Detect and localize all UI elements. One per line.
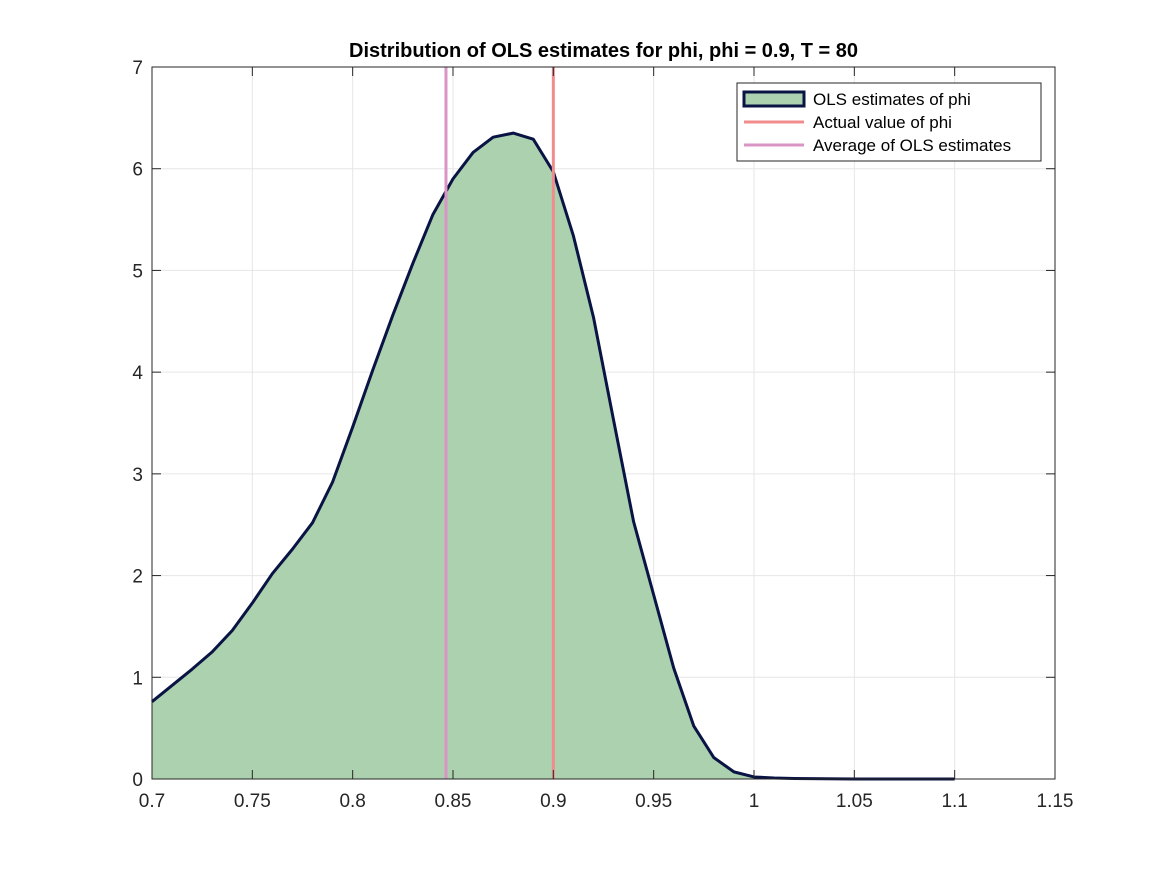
y-tick-label: 5 [132, 261, 143, 282]
x-tick-label: 0.95 [635, 791, 672, 812]
x-tick-labels: 0.7 0.75 0.8 0.85 0.9 0.95 1 1.05 1.1 1.15 [139, 791, 1074, 812]
x-tick-label: 0.7 [139, 791, 165, 812]
legend-label: Actual value of phi [813, 113, 952, 132]
x-tick-label: 1.1 [941, 791, 967, 812]
y-tick-label: 6 [132, 160, 143, 181]
vertical-lines [444, 67, 555, 779]
x-tick-label: 1.15 [1037, 791, 1074, 812]
x-tick-label: 1.05 [836, 791, 873, 812]
legend: OLS estimates of phi Actual value of phi A… [736, 82, 1042, 162]
y-tick-label: 2 [132, 567, 143, 588]
ticks [151, 66, 1056, 780]
legend-label: Average of OLS estimates [813, 136, 1011, 155]
x-tick-label: 0.9 [540, 791, 566, 812]
y-tick-label: 0 [132, 770, 143, 791]
y-tick-label: 1 [132, 668, 143, 689]
x-tick-label: 1 [749, 791, 760, 812]
axes-box [151, 66, 1056, 780]
y-tick-label: 3 [132, 465, 143, 486]
y-tick-labels: 0 1 2 3 4 5 6 7 [132, 58, 143, 791]
x-tick-label: 0.75 [234, 791, 271, 812]
chart-title: Distribution of OLS estimates for phi, p… [349, 40, 858, 62]
legend-swatch-ols-estimates [742, 90, 806, 108]
y-tick-label: 4 [132, 363, 143, 384]
legend-label: OLS estimates of phi [813, 90, 971, 109]
x-tick-label: 0.85 [435, 791, 472, 812]
y-tick-label: 7 [132, 58, 143, 79]
x-tick-label: 0.8 [339, 791, 365, 812]
